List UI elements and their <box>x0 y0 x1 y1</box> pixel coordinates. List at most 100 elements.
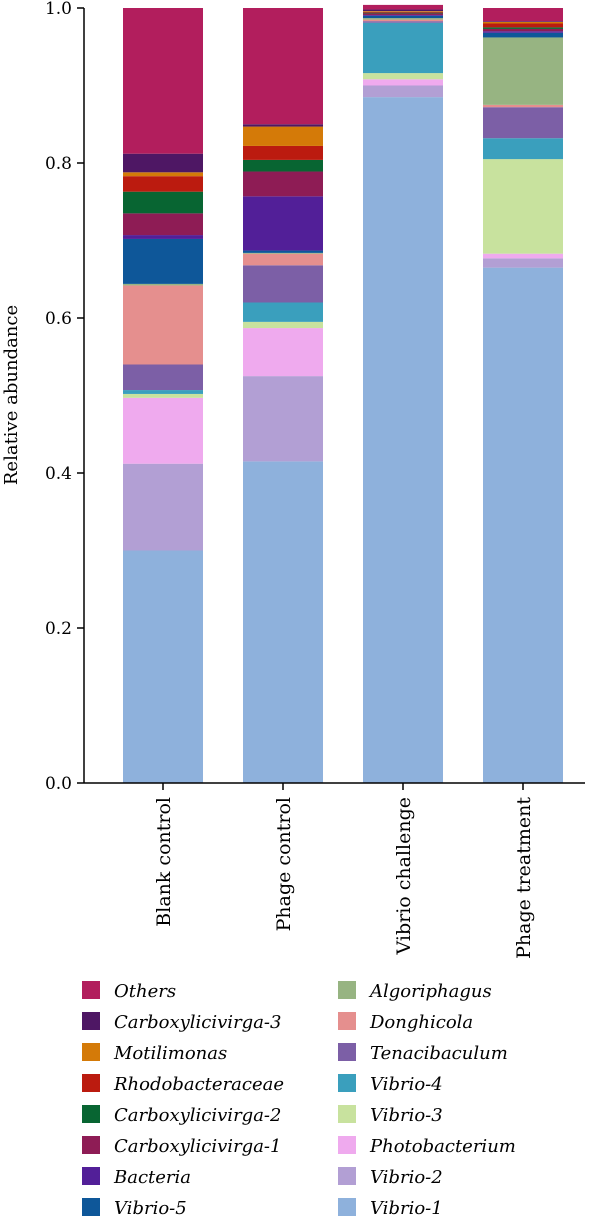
legend-label-vibrio-3: Vibrio-3 <box>370 1105 443 1126</box>
bar-segment-blank-control-donghicola <box>123 285 203 365</box>
bar-segment-phage-treatment-carboxylicivirga-2 <box>483 27 563 29</box>
bar-segment-phage-treatment-motilimonas <box>483 21 563 24</box>
bar-segment-phage-control-rhodobacteraceae <box>243 145 323 160</box>
legend: Others Carboxylicivirga-3 Motilimonas Rhodo… <box>82 981 516 1219</box>
x-category-label: Vibrio challenge <box>393 797 415 956</box>
bar-segment-phage-control-vibrio-4 <box>243 302 323 322</box>
y-tick-label: 0.8 <box>45 154 72 174</box>
x-category-label: Phage treatment <box>513 797 535 959</box>
bar-segment-vibrio-challenge-vibrio-4 <box>363 22 443 74</box>
bar-segment-vibrio-challenge-tenacibaculum <box>363 21 443 23</box>
bar-segment-phage-treatment-algoriphagus <box>483 37 563 105</box>
legend-swatch-algoriphagus <box>338 981 356 999</box>
legend-swatch-others <box>82 981 100 999</box>
bar-segment-phage-treatment-vibrio-5 <box>483 32 563 38</box>
legend-label-motilimonas: Motilimonas <box>113 1043 227 1064</box>
bar-segment-phage-treatment-vibrio-2 <box>483 258 563 268</box>
legend-swatch-rhodobacteraceae <box>82 1074 100 1092</box>
legend-label-vibrio-2: Vibrio-2 <box>370 1167 443 1188</box>
bar-segment-vibrio-challenge-vibrio-1 <box>363 97 443 783</box>
bar-segment-phage-control-carboxylicivirga-2 <box>243 159 323 172</box>
bar-segment-phage-control-algoriphagus <box>243 252 323 254</box>
legend-label-rhodobacteraceae: Rhodobacteraceae <box>113 1074 284 1095</box>
legend-label-tenacibaculum: Tenacibaculum <box>370 1043 508 1064</box>
x-category-label: Blank control <box>153 797 175 927</box>
legend-label-vibrio-5: Vibrio-5 <box>114 1198 187 1219</box>
bar-segment-phage-control-photobacterium <box>243 328 323 377</box>
bar-segment-phage-treatment-carboxylicivirga-3 <box>483 21 563 22</box>
bar-segment-phage-control-vibrio-5 <box>243 250 323 253</box>
bar-segment-phage-control-bacteria <box>243 196 323 251</box>
legend-swatch-carboxylicivirga-1 <box>82 1136 100 1154</box>
x-category-label: Phage control <box>273 797 295 931</box>
legend-label-vibrio-4: Vibrio-4 <box>370 1074 443 1095</box>
bar-segment-vibrio-challenge-others <box>363 4 443 10</box>
bar-segment-vibrio-challenge-rhodobacteraceae <box>363 11 443 13</box>
bar-segment-blank-control-vibrio-4 <box>123 390 203 394</box>
bar-segment-blank-control-tenacibaculum <box>123 364 203 391</box>
legend-label-photobacterium: Photobacterium <box>369 1136 516 1157</box>
bar-segment-vibrio-challenge-vibrio-2 <box>363 85 443 98</box>
bar-segment-vibrio-challenge-donghicola <box>363 19 443 22</box>
bar-segment-blank-control-vibrio-1 <box>123 550 203 783</box>
bar-segment-vibrio-challenge-algoriphagus <box>363 18 443 20</box>
bar-segment-blank-control-others <box>123 8 203 154</box>
bar-segment-phage-control-vibrio-2 <box>243 376 323 462</box>
y-tick-label: 0.2 <box>45 619 72 639</box>
bar-segment-vibrio-challenge-carboxylicivirga-3 <box>363 9 443 12</box>
y-tick-label: 0.4 <box>45 464 72 484</box>
legend-swatch-donghicola <box>338 1012 356 1030</box>
bar-segment-phage-treatment-vibrio-1 <box>483 267 563 783</box>
legend-label-carboxylicivirga-1: Carboxylicivirga-1 <box>114 1136 281 1157</box>
bar-segment-blank-control-vibrio-5 <box>123 238 203 284</box>
legend-swatch-tenacibaculum <box>338 1043 356 1061</box>
legend-swatch-vibrio-2 <box>338 1167 356 1185</box>
bar-segment-phage-treatment-vibrio-4 <box>483 138 563 160</box>
bar-segment-blank-control-motilimonas <box>123 172 203 177</box>
legend-swatch-vibrio-1 <box>338 1198 356 1216</box>
legend-swatch-bacteria <box>82 1167 100 1185</box>
legend-label-carboxylicivirga-3: Carboxylicivirga-3 <box>114 1012 281 1033</box>
legend-label-vibrio-1: Vibrio-1 <box>370 1198 443 1219</box>
bar-segment-blank-control-bacteria <box>123 235 203 239</box>
legend-swatch-photobacterium <box>338 1136 356 1154</box>
bar-segment-blank-control-vibrio-3 <box>123 393 203 398</box>
legend-label-bacteria: Bacteria <box>113 1167 191 1188</box>
bar-segment-blank-control-photobacterium <box>123 397 203 464</box>
bar-segment-vibrio-challenge-vibrio-3 <box>363 73 443 80</box>
bar-segment-phage-control-vibrio-3 <box>243 321 323 329</box>
bar-segment-phage-control-motilimonas <box>243 126 323 146</box>
bar-segment-phage-treatment-tenacibaculum <box>483 107 563 139</box>
y-tick-label: 0.0 <box>45 774 72 794</box>
bar-segment-phage-treatment-bacteria <box>483 31 563 33</box>
bar-segment-phage-treatment-rhodobacteraceae <box>483 23 563 28</box>
bar-segment-blank-control-carboxylicivirga-3 <box>123 153 203 173</box>
bar-segment-phage-control-carboxylicivirga-1 <box>243 171 323 197</box>
bar-segment-phage-control-vibrio-1 <box>243 461 323 783</box>
bar-segment-phage-treatment-others <box>483 8 563 22</box>
bar-segment-phage-control-others <box>243 8 323 125</box>
bar-segment-phage-control-carboxylicivirga-3 <box>243 124 323 127</box>
bar-segment-phage-control-donghicola <box>243 253 323 266</box>
bar-segment-blank-control-carboxylicivirga-1 <box>123 213 203 236</box>
bar-segment-vibrio-challenge-carboxylicivirga-1 <box>363 13 443 15</box>
y-tick-label: 1.0 <box>45 0 72 19</box>
bar-segment-vibrio-challenge-photobacterium <box>363 79 443 86</box>
legend-swatch-vibrio-4 <box>338 1074 356 1092</box>
bar-segment-phage-treatment-vibrio-3 <box>483 159 563 254</box>
axes-group: 0.0 0.2 0.4 0.6 0.8 1.0 Blank control Phage con… <box>45 0 585 959</box>
bar-segment-vibrio-challenge-motilimonas <box>363 11 443 12</box>
bars-group <box>123 4 563 783</box>
y-tick-label: 0.6 <box>45 309 72 329</box>
legend-swatch-carboxylicivirga-3 <box>82 1012 100 1030</box>
legend-label-algoriphagus: Algoriphagus <box>368 981 492 1002</box>
bar-segment-vibrio-challenge-bacteria <box>363 14 443 16</box>
bar-segment-phage-treatment-donghicola <box>483 104 563 108</box>
legend-label-donghicola: Donghicola <box>369 1012 473 1033</box>
bar-segment-phage-control-tenacibaculum <box>243 265 323 303</box>
y-axis-title: Relative abundance <box>1 305 22 485</box>
legend-swatch-motilimonas <box>82 1043 100 1061</box>
bar-segment-vibrio-challenge-carboxylicivirga-2 <box>363 12 443 14</box>
legend-swatch-vibrio-3 <box>338 1105 356 1123</box>
